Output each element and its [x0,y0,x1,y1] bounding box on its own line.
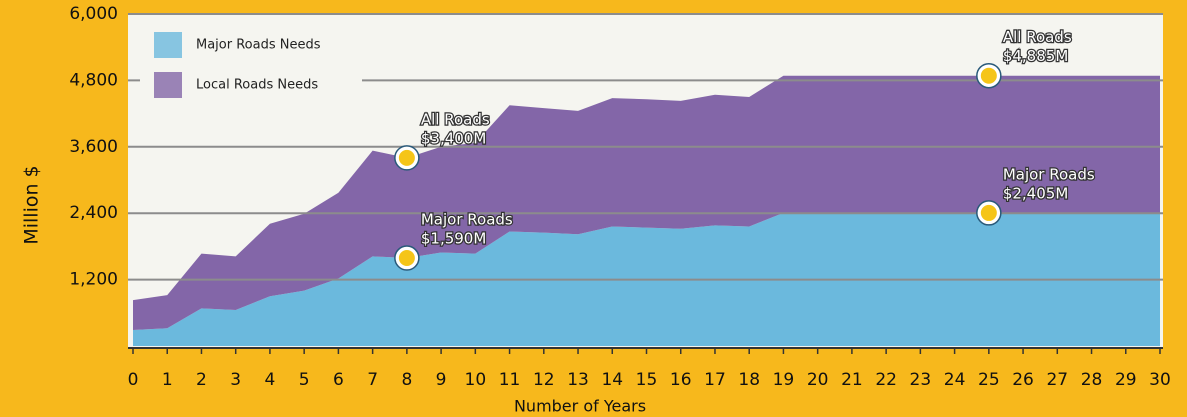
x-tick-label: 29 [1115,370,1137,390]
y-tick-label: 2,400 [69,203,118,223]
x-tick-label: 7 [367,370,378,390]
legend-label: Major Roads Needs [196,38,321,53]
legend-label: Local Roads Needs [196,78,318,93]
x-tick-label: 3 [230,370,241,390]
annotation-text: $4,885M [1003,47,1068,65]
x-tick-label: 15 [636,370,658,390]
annotation-ring [394,145,420,171]
legend-swatch [154,32,182,58]
legend: Major Roads Needs Local Roads Needs [140,22,362,106]
y-tick-label: 3,600 [69,137,118,157]
x-tick-label: 28 [1081,370,1103,390]
x-tick-label: 30 [1149,370,1171,390]
annotation-text: Major Roads [421,211,513,229]
x-tick-label: 22 [875,370,897,390]
x-tick-label: 10 [465,370,487,390]
annotation-marker [394,145,419,170]
annotation-ring [394,245,420,271]
annotation-marker [976,200,1001,225]
x-tick-label: 1 [162,370,173,390]
x-tick-label: 20 [807,370,829,390]
x-tick-label: 17 [704,370,726,390]
annotation: All Roads$3,400M [394,109,491,171]
x-axis-label: Number of Years [514,397,646,416]
annotation-text: Major Roads [1003,165,1095,183]
annotation-ring [976,200,1002,226]
x-tick-label: 0 [128,370,139,390]
x-tick-label: 8 [401,370,412,390]
annotation-marker [976,63,1001,88]
x-tick-label: 6 [333,370,344,390]
x-tick-label: 5 [299,370,310,390]
x-tick-label: 11 [499,370,521,390]
annotation-text: All Roads [421,110,490,128]
annotation-text: $1,590M [421,230,486,248]
x-tick-label: 24 [944,370,966,390]
x-tick-label: 13 [567,370,589,390]
y-tick-label: 4,800 [69,70,118,90]
y-tick-label: 1,200 [69,270,118,290]
annotation-ring [976,62,1002,89]
x-tick-label: 18 [738,370,760,390]
annotation: All Roads$4,885M [976,27,1073,89]
x-tick-label: 2 [196,370,207,390]
annotation: Major Roads$2,405M [976,164,1096,226]
y-axis-label: Million $ [21,165,43,244]
y-tick-label: 6,000 [69,4,118,24]
annotation-text: $2,405M [1003,184,1068,202]
x-tick-label: 23 [910,370,932,390]
x-tick-label: 19 [773,370,795,390]
annotation-marker [394,246,419,271]
x-tick-label: 14 [601,370,623,390]
area [133,75,1160,330]
annotation-text: $3,400M [421,129,486,147]
annotation: Major Roads$1,590M [394,209,514,271]
annotation-text: All Roads [1003,28,1072,46]
x-tick-label: 16 [670,370,692,390]
x-tick-label: 21 [841,370,863,390]
x-tick-label: 26 [1012,370,1034,390]
x-tick-label: 27 [1046,370,1068,390]
x-tick-label: 12 [533,370,555,390]
legend-swatch [154,72,182,98]
x-tick-label: 9 [436,370,447,390]
x-tick-label: 25 [978,370,1000,390]
x-tick-label: 4 [265,370,276,390]
